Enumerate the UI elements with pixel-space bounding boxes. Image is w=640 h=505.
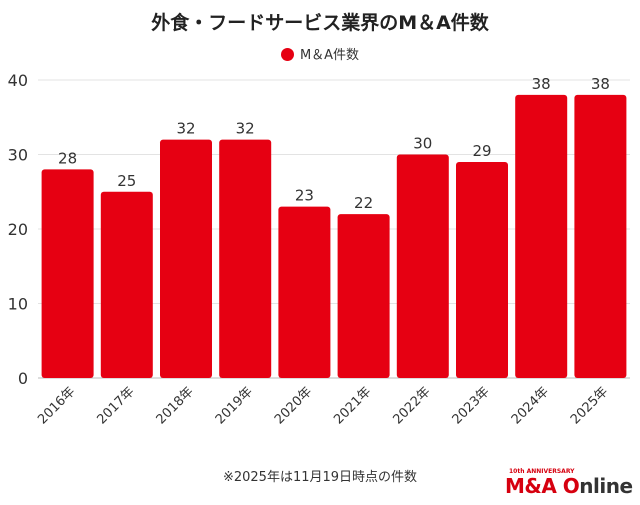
x-tick-label: 2017年 (94, 384, 137, 427)
bar (515, 94, 568, 379)
data-label: 30 (413, 135, 432, 153)
x-tick-label: 2016年 (35, 384, 78, 427)
x-tick-label: 2020年 (272, 384, 315, 427)
logo-anniversary: 10th ANNIVERSARY (509, 468, 575, 475)
logo: 10th ANNIVERSARY M&A Online (505, 468, 633, 497)
y-tick-label: 40 (8, 71, 28, 90)
data-label: 23 (295, 187, 314, 205)
legend: M＆A件数 (0, 44, 640, 63)
data-label: 38 (532, 75, 551, 93)
y-tick-label: 30 (8, 146, 28, 165)
bar-chart: 0 10 20 30 40 28 2016年 25 2017年 32 2018年 32 2019年 23 2… (8, 71, 630, 427)
bar (456, 161, 508, 378)
bar (337, 214, 390, 378)
data-label: 32 (176, 120, 195, 138)
data-label: 22 (354, 194, 373, 212)
data-label: 38 (591, 75, 610, 93)
data-label: 32 (236, 120, 255, 138)
x-tick-label: 2022年 (390, 384, 433, 427)
x-tick-label: 2019年 (213, 384, 256, 427)
data-label: 29 (472, 142, 491, 160)
y-tick-label: 10 (8, 295, 28, 314)
x-tick-label: 2018年 (154, 384, 197, 427)
bar (41, 169, 94, 378)
y-tick-label: 20 (8, 220, 28, 239)
logo-brand: M&A Online (505, 474, 633, 498)
legend-marker (280, 48, 294, 61)
bar (278, 206, 331, 378)
bar (219, 139, 272, 378)
legend-label: M＆A件数 (299, 48, 360, 63)
bar (396, 154, 449, 378)
y-tick-label: 0 (18, 369, 28, 388)
x-tick-label: 2024年 (509, 384, 552, 427)
bar (100, 191, 153, 378)
footnote: ※2025年は11月19日時点の件数 (222, 470, 418, 485)
data-label: 28 (58, 149, 77, 167)
x-tick-label: 2025年 (568, 384, 611, 427)
data-label: 25 (117, 172, 136, 190)
x-tick-label: 2021年 (331, 384, 374, 427)
bar (574, 94, 627, 379)
chart-title: 外食・フードサービス業界のM＆A件数 (151, 12, 489, 34)
x-tick-label: 2023年 (450, 384, 493, 427)
bar (160, 139, 212, 378)
